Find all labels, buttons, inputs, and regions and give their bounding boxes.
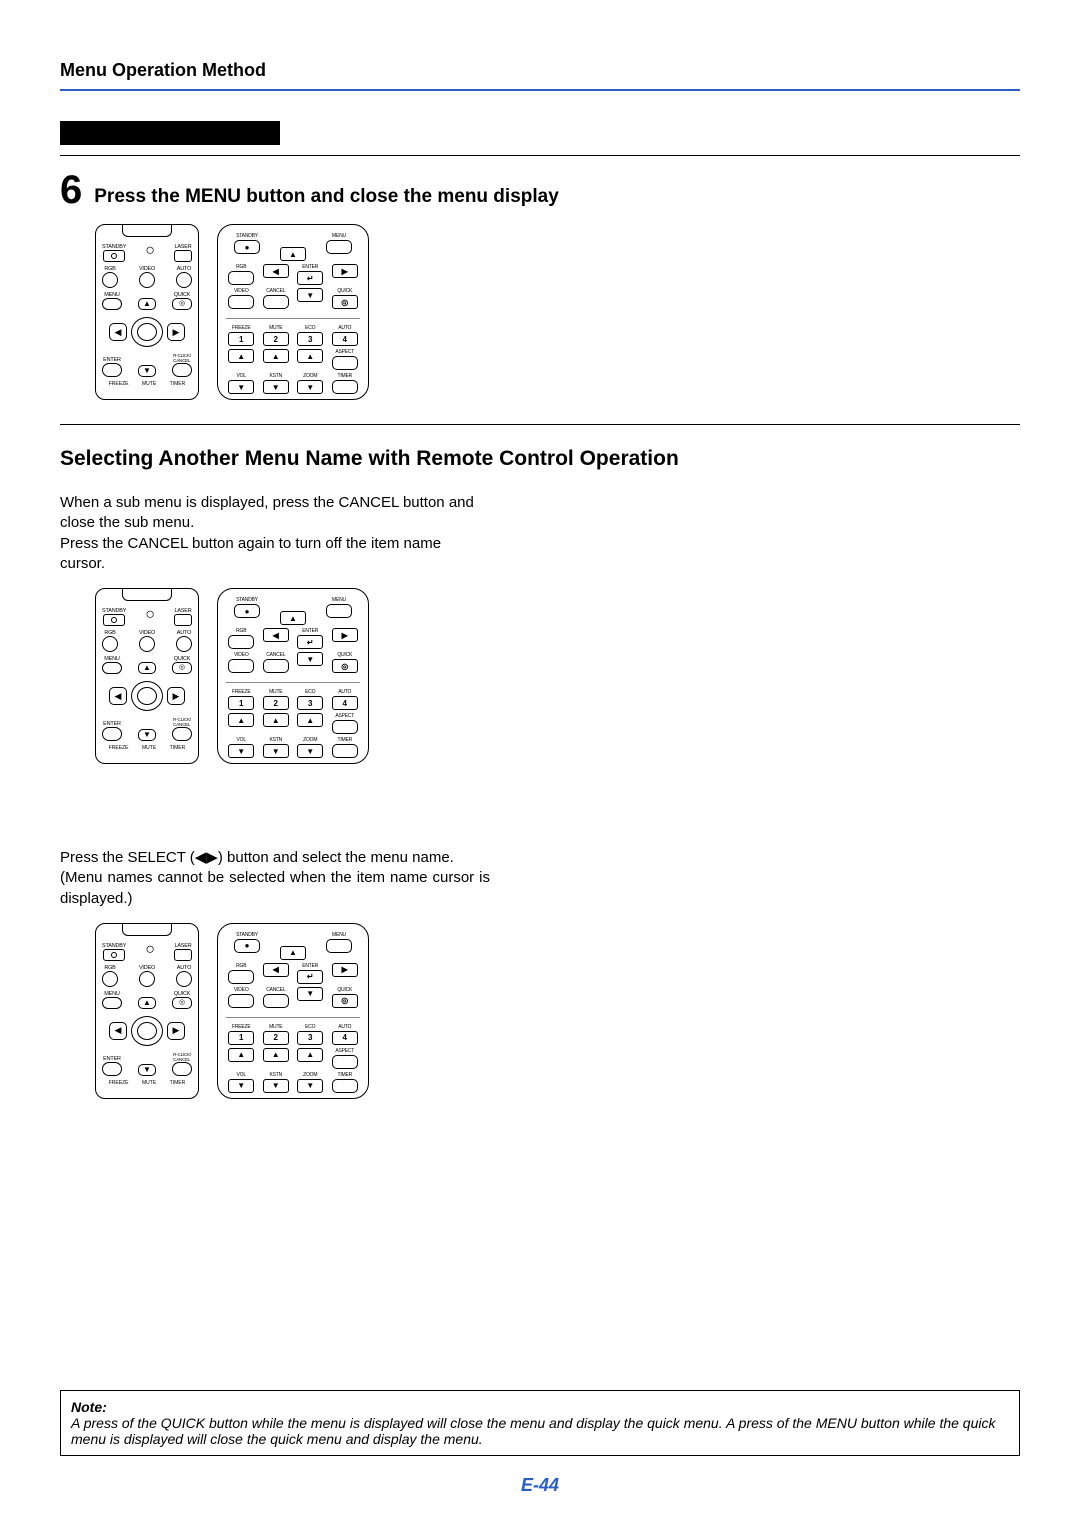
remote-b: STANDBY● ▲ MENU RGB ◀ ENTER↵ ▶ VIDEO CAN… bbox=[217, 224, 369, 400]
rb-zoom: ZOOM bbox=[303, 373, 317, 379]
remote-a-3: STANDBY ○ LASER RGB VIDEO AUTO MENU ▲ QU… bbox=[95, 923, 199, 1099]
thin-rule-1 bbox=[60, 155, 1020, 156]
rb-kstn: KSTN bbox=[269, 373, 282, 379]
black-banner bbox=[60, 121, 280, 145]
remote-b-3: STANDBY● ▲ MENU RGB ◀ ENTER↵ ▶ VIDEO CAN… bbox=[217, 923, 369, 1099]
header-blue-rule bbox=[60, 89, 1020, 91]
page-header-title: Menu Operation Method bbox=[60, 60, 1020, 81]
rb-menu: MENU bbox=[332, 233, 346, 239]
rb-enter: ENTER bbox=[302, 264, 318, 270]
remote-a: STANDBY ○ LASER RGB VIDEO AUTO MENU ▲ QU… bbox=[95, 224, 199, 400]
remote-b-2: STANDBY● ▲ MENU RGB ◀ ENTER↵ ▶ VIDEO CAN… bbox=[217, 588, 369, 764]
section2-para1: When a sub menu is displayed, press the … bbox=[60, 493, 490, 574]
rb-vol: VOL bbox=[237, 373, 246, 379]
rb-num4: 4 bbox=[332, 332, 358, 346]
rb-cancel: CANCEL bbox=[266, 288, 285, 294]
remote-a-2: STANDBY ○ LASER RGB VIDEO AUTO MENU ▲ QU… bbox=[95, 588, 199, 764]
rb-freeze: FREEZE bbox=[232, 325, 251, 331]
remotes-row-1: STANDBY ○ LASER RGB VIDEO AUTO MENU ▲ QU… bbox=[95, 224, 1020, 400]
rb-quick: QUICK bbox=[337, 288, 352, 294]
rb-num3: 3 bbox=[297, 332, 323, 346]
rb-mute: MUTE bbox=[269, 325, 282, 331]
rb-auto: AUTO bbox=[338, 325, 351, 331]
step6-text: Press the MENU button and close the menu… bbox=[94, 170, 559, 208]
label-timer: TIMER bbox=[170, 381, 186, 387]
rb-num1: 1 bbox=[228, 332, 254, 346]
rb-rgb: RGB bbox=[236, 264, 246, 270]
section2-title: Selecting Another Menu Name with Remote … bbox=[60, 447, 1020, 471]
rb-standby: STANDBY bbox=[236, 233, 258, 239]
remotes-row-3: STANDBY ○ LASER RGB VIDEO AUTO MENU ▲ QU… bbox=[95, 923, 1020, 1099]
thin-rule-2 bbox=[60, 424, 1020, 425]
section2-para2: Press the SELECT (◀▶) button and select … bbox=[60, 848, 490, 909]
rb-aspect: ASPECT bbox=[335, 349, 354, 355]
label-freeze: FREEZE bbox=[109, 381, 129, 387]
rb-num2: 2 bbox=[263, 332, 289, 346]
dpad: ◀ ▶ bbox=[109, 315, 185, 349]
note-body: A press of the QUICK button while the me… bbox=[71, 1415, 995, 1447]
rb-eco: ECO bbox=[305, 325, 315, 331]
step-number-6: 6 bbox=[60, 170, 82, 210]
note-box: Note: A press of the QUICK button while … bbox=[60, 1390, 1020, 1456]
label-rclick: R-CLICK/ CANCEL bbox=[173, 353, 191, 363]
rb-video: VIDEO bbox=[234, 288, 249, 294]
rb-timer: TIMER bbox=[337, 373, 352, 379]
remotes-row-2: STANDBY ○ LASER RGB VIDEO AUTO MENU ▲ QU… bbox=[95, 588, 1020, 764]
page-number: E-44 bbox=[0, 1475, 1080, 1496]
note-label: Note: bbox=[71, 1399, 107, 1415]
label-mute: MUTE bbox=[142, 381, 156, 387]
